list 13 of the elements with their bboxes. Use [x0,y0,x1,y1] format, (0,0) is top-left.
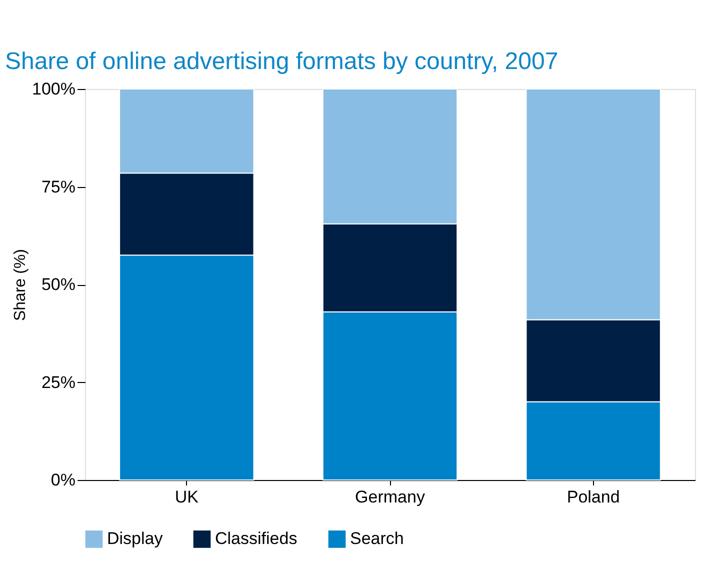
y-tick-label: 100% [32,80,76,98]
legend-label: Display [107,529,164,548]
y-tick-label: 50% [41,275,76,294]
x-tick-label: UK [174,488,200,506]
x-tick-label: Poland [566,488,620,506]
y-tick-label: 0% [50,470,76,490]
legend-label: Search [350,529,404,548]
x-tick-label: Germany [355,488,426,506]
y-tick-label: 25% [41,372,76,392]
y-axis-title: Share (%) [12,248,30,322]
y-tick-label: 75% [41,177,76,196]
chart-title: Share of online advertising formats by country, 2007 [5,48,558,75]
legend-label: Classifieds [215,529,298,548]
